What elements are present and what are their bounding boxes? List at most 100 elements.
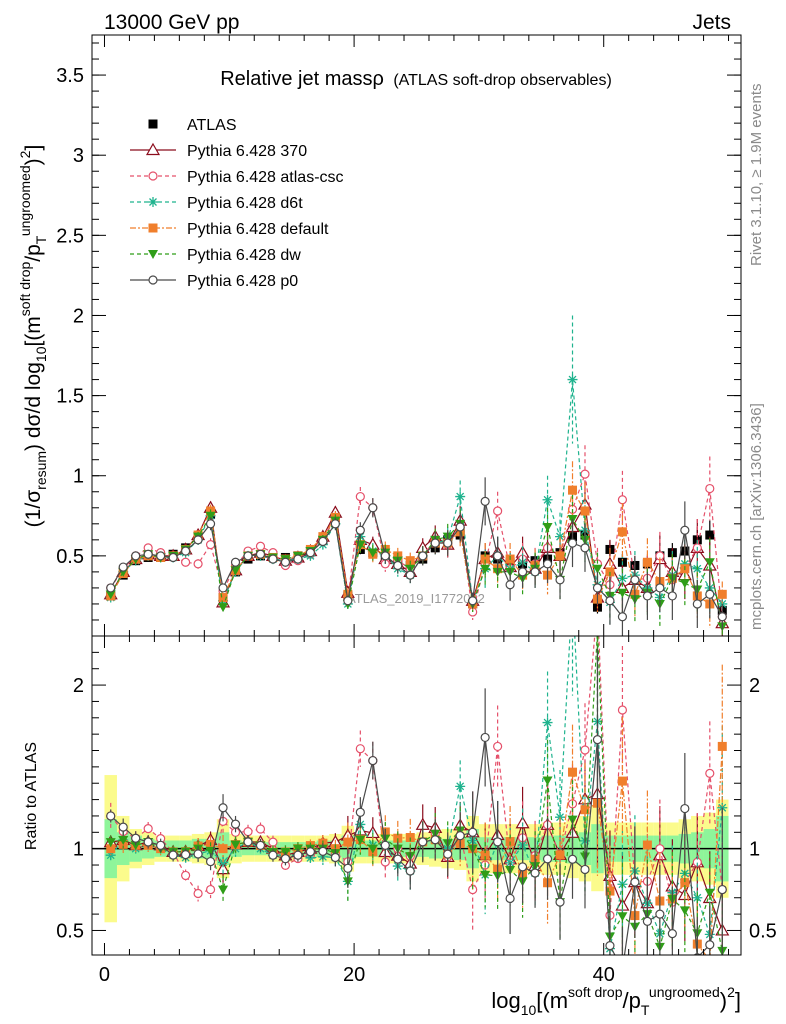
data-point	[555, 897, 565, 907]
ratio-data-layer	[92, 585, 741, 965]
data-point	[655, 844, 665, 854]
data-point	[617, 612, 628, 622]
data-point	[705, 956, 714, 965]
x-tick-label: 0	[99, 964, 110, 986]
y-tick-label: 2	[73, 305, 84, 327]
data-point	[268, 554, 278, 564]
data-point	[655, 909, 665, 919]
data-point	[717, 884, 727, 895]
data-point	[542, 494, 553, 505]
data-point	[193, 849, 203, 859]
data-point	[405, 570, 415, 580]
data-point	[493, 837, 503, 847]
y-axis-label-main: (1/σresum) dσ/d log10[(msoft drop/pTungr…	[17, 145, 49, 528]
data-point	[517, 862, 528, 872]
series-line-6	[110, 737, 723, 955]
x-axis-label: log10[(msoft drop/pTungroomed)2]	[491, 984, 741, 1018]
data-point	[642, 916, 652, 926]
data-point	[555, 812, 566, 823]
data-point	[617, 912, 628, 922]
data-point	[218, 844, 228, 854]
chart-subtitle: (ATLAS soft-drop observables)	[393, 72, 611, 89]
data-point	[530, 868, 540, 878]
data-point	[617, 495, 628, 505]
data-point	[642, 557, 652, 567]
series-line-2	[110, 636, 723, 916]
data-point	[193, 535, 203, 545]
x-tick-label: 20	[343, 964, 365, 986]
data-point	[355, 744, 365, 754]
legend-label-1: Pythia 6.428 370	[187, 143, 307, 160]
data-point	[181, 546, 191, 556]
data-point	[455, 781, 466, 792]
ratio-frame	[91, 635, 742, 956]
data-point	[705, 483, 715, 494]
data-point	[617, 588, 628, 598]
legend-marker-3	[148, 197, 158, 207]
legend-label-3: Pythia 6.428 d6t	[187, 195, 303, 212]
data-point	[617, 527, 627, 537]
main-panel: ATLAS_2019_I1772062 0.5 1 1.5 2 2.5 3 3.5 Rela…	[17, 34, 742, 637]
data-point	[243, 827, 253, 837]
data-point	[181, 557, 191, 567]
data-point	[393, 833, 403, 843]
mcplots-site-label: mcplots.cern.ch [arXiv:1306.3436]	[748, 403, 765, 630]
data-point	[106, 811, 116, 821]
data-point	[680, 803, 690, 814]
data-point	[630, 877, 640, 887]
data-point	[380, 840, 390, 850]
data-point	[480, 732, 490, 743]
data-point	[580, 805, 590, 815]
data-point	[705, 940, 715, 950]
data-point	[630, 575, 640, 585]
data-point	[505, 580, 515, 590]
y-tick-label: 2.5	[56, 225, 84, 247]
legend-label-6: Pythia 6.428 p0	[187, 273, 298, 290]
data-point	[717, 741, 727, 751]
data-point	[268, 850, 278, 860]
legend-marker-0	[148, 119, 158, 129]
data-point	[131, 551, 141, 561]
data-point	[418, 551, 428, 561]
series-5	[105, 636, 728, 955]
data-point	[717, 802, 728, 813]
data-point	[205, 519, 216, 529]
data-point	[567, 374, 578, 385]
data-point	[318, 846, 328, 856]
data-point	[143, 837, 153, 847]
data-point	[305, 847, 316, 857]
legend-label-4: Pythia 6.428 default	[187, 221, 329, 238]
data-point	[367, 548, 378, 558]
data-point	[218, 603, 229, 613]
data-point	[692, 599, 702, 609]
data-point	[205, 884, 216, 895]
series-line-4	[110, 488, 723, 605]
data-point	[580, 745, 590, 755]
data-point	[580, 506, 590, 516]
data-point	[568, 585, 578, 595]
series-6	[106, 477, 727, 636]
series-6	[106, 648, 727, 955]
legend-label-0: ATLAS	[187, 117, 237, 134]
data-point	[704, 558, 715, 568]
y-tick-label: 0.5	[56, 546, 84, 568]
y-tick-label: 1	[73, 839, 84, 861]
data-point	[642, 840, 652, 850]
data-point	[455, 831, 465, 841]
data-point	[393, 854, 403, 864]
data-point	[355, 807, 365, 817]
header-category: Jets	[692, 11, 731, 34]
data-point	[218, 583, 228, 593]
main-data-layer	[103, 315, 730, 636]
data-point	[156, 551, 166, 561]
y-tick-label: 3	[73, 145, 84, 167]
data-point	[717, 589, 727, 599]
data-point	[418, 837, 428, 847]
data-point	[205, 511, 216, 521]
data-point	[717, 612, 727, 622]
data-point	[480, 850, 490, 860]
series-line-2	[110, 473, 723, 617]
y-axis-label-ratio: Ratio to ATLAS	[23, 742, 40, 850]
data-point	[642, 591, 652, 601]
